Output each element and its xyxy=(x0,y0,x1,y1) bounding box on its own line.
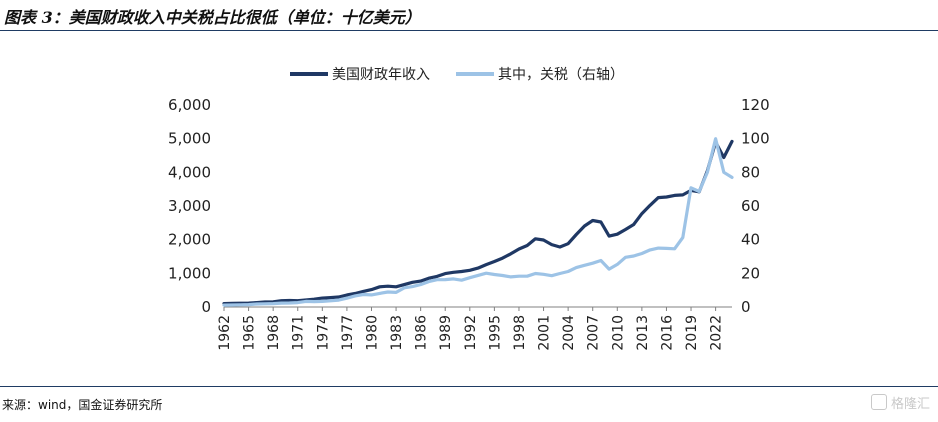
watermark: 格隆汇 xyxy=(870,393,930,412)
legend-label-tariff: 其中，关税（右轴） xyxy=(498,67,624,83)
revenue-series-line xyxy=(222,139,734,306)
x-tick-label: 1968 xyxy=(266,315,282,351)
chart-plot-area xyxy=(222,137,734,307)
x-tick-label: 1983 xyxy=(389,315,405,351)
x-tick-label: 2022 xyxy=(709,315,725,351)
x-tick-label: 1998 xyxy=(512,315,528,351)
x-tick-label: 2019 xyxy=(684,315,700,351)
tariff-series-line xyxy=(222,137,734,307)
x-tick-label: 1971 xyxy=(291,315,307,351)
x-tick-label: 1980 xyxy=(364,315,380,351)
y-left-tick-label: 6,000 xyxy=(168,96,211,114)
x-tick-label: 1995 xyxy=(487,315,503,351)
y-right-tick-label: 100 xyxy=(741,130,770,148)
y-right-tick-label: 80 xyxy=(741,163,760,181)
x-tick-label: 1992 xyxy=(463,315,479,351)
x-tick-label: 2004 xyxy=(561,315,577,351)
watermark-logo-icon xyxy=(870,394,887,410)
x-tick-label: 1989 xyxy=(438,315,454,351)
x-tick-label: 2001 xyxy=(537,315,553,351)
x-tick-label: 2007 xyxy=(586,315,602,351)
legend-label-revenue: 美国财政年收入 xyxy=(332,67,430,83)
x-tick-label: 1977 xyxy=(340,315,356,351)
y-left-tick-label: 3,000 xyxy=(168,197,211,215)
y-left-tick-label: 5,000 xyxy=(168,130,211,148)
top-rule xyxy=(0,30,938,31)
y-right-tick-label: 40 xyxy=(741,231,760,249)
y-left-tick-label: 2,000 xyxy=(168,231,211,249)
y-left-tick-label: 1,000 xyxy=(168,264,211,282)
x-tick-label: 1962 xyxy=(217,315,233,351)
chart-legend: 美国财政年收入 其中，关税（右轴） xyxy=(290,67,624,83)
x-tick-label: 2013 xyxy=(635,315,651,351)
y-right-tick-label: 20 xyxy=(741,264,760,282)
y-right-tick-label: 60 xyxy=(741,197,760,215)
x-tick-label: 2016 xyxy=(659,315,675,351)
line-chart: 美国财政年收入 其中，关税（右轴） 0 1,000 2,000 3,000 4,000 5,… xyxy=(168,67,770,351)
watermark-text: 格隆汇 xyxy=(890,397,930,412)
y-left-tick-label: 4,000 xyxy=(168,163,211,181)
y-left-tick-label: 0 xyxy=(201,298,211,316)
x-tick-label: 1986 xyxy=(414,315,430,351)
y-right-tick-label: 0 xyxy=(741,298,751,316)
bottom-rule xyxy=(0,386,938,387)
x-tick-label: 2010 xyxy=(610,315,626,351)
x-tick-label: 1965 xyxy=(242,315,258,351)
y-right-tick-label: 120 xyxy=(741,96,770,114)
x-tick-label: 1974 xyxy=(315,315,331,351)
figure-title: 图表 3：美国财政收入中关税占比很低（单位：十亿美元） xyxy=(4,8,421,27)
source-note: 来源：wind，国金证券研究所 xyxy=(2,398,163,412)
chart-axes: 0 1,000 2,000 3,000 4,000 5,000 6,000 0 20 40 60 80… xyxy=(168,96,770,351)
